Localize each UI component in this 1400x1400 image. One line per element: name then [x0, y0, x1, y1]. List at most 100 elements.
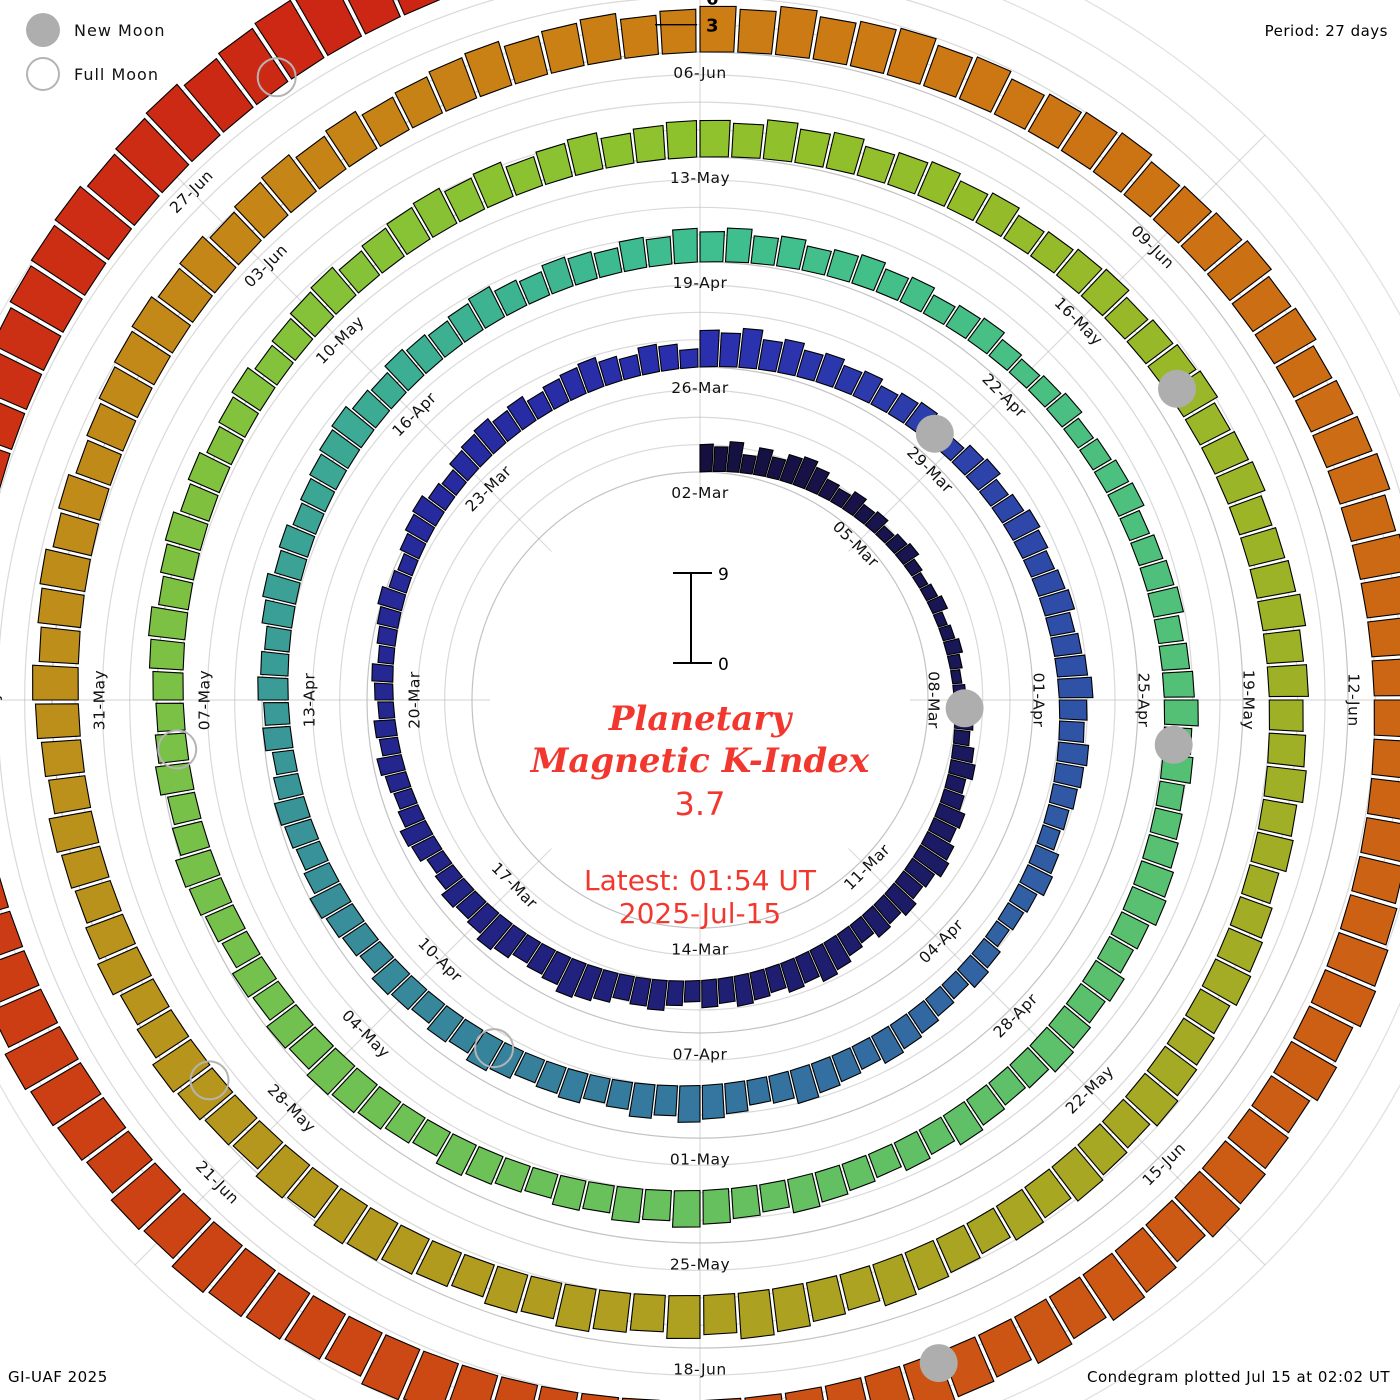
k-index-bar: [1126, 319, 1174, 365]
k-index-bar: [1267, 732, 1307, 768]
k-index-bar: [450, 1253, 496, 1298]
k-index-bar: [841, 1154, 876, 1192]
spiral-date-label: 31-May: [90, 670, 108, 730]
k-index-bar: [971, 937, 1001, 969]
k-index-bar: [412, 495, 445, 527]
k-index-bar: [434, 863, 464, 891]
k-index-bar: [833, 364, 863, 396]
k-index-bar: [119, 978, 170, 1026]
k-index-bar: [505, 155, 544, 196]
k-index-bar: [209, 211, 262, 266]
k-index-bar: [1206, 239, 1273, 302]
turn-bar-group: [148, 119, 1199, 1228]
k-index-bar: [58, 473, 110, 521]
k-index-bar: [288, 1026, 335, 1070]
full-moon-marker: [474, 1028, 515, 1069]
k-index-bar: [600, 132, 635, 169]
k-index-bar: [206, 425, 245, 466]
k-index-bar: [1123, 161, 1181, 218]
k-index-bar: [377, 701, 396, 720]
k-index-bar: [717, 976, 736, 1005]
k-index-bar: [260, 650, 290, 677]
k-index-bar: [274, 549, 308, 582]
k-index-bar: [852, 370, 884, 404]
k-index-bar: [666, 1294, 701, 1339]
k-index-bar: [912, 844, 950, 878]
k-index-bar: [699, 5, 737, 53]
k-index-bar: [1002, 214, 1045, 255]
k-index-bar: [271, 317, 314, 362]
k-index-bar: [851, 253, 887, 292]
k-index-bar: [310, 266, 357, 316]
k-index-bar: [618, 236, 648, 273]
k-index-bar: [904, 1239, 950, 1291]
k-index-bar: [4, 1025, 79, 1091]
k-index-bar: [204, 904, 246, 943]
k-index-bar: [637, 343, 661, 376]
k-index-bar: [443, 177, 486, 223]
full-moon-marker: [256, 57, 297, 98]
k-index-bar: [577, 356, 605, 394]
k-index-bar: [671, 1189, 701, 1228]
k-index-bar: [1077, 1123, 1128, 1176]
k-index-bar: [1250, 831, 1294, 873]
k-index-bar: [619, 14, 660, 59]
k-index-bar: [494, 1157, 531, 1193]
k-index-bar: [278, 524, 316, 558]
k-index-bar: [518, 270, 551, 305]
k-index-bar: [1254, 307, 1317, 365]
k-index-bar: [0, 988, 59, 1048]
k-index-bar: [384, 770, 412, 794]
k-index-bar: [886, 27, 937, 85]
spiral-date-label: 19-May: [1239, 670, 1257, 730]
k-index-bar: [1146, 1045, 1198, 1097]
k-index-bar: [559, 366, 587, 402]
k-index-bar: [85, 1130, 153, 1194]
k-index-bar: [629, 1293, 666, 1333]
k-index-bar: [266, 1003, 314, 1049]
k-index-bar: [702, 1188, 732, 1225]
k-index-bar: [318, 429, 361, 470]
k-index-bar: [677, 1084, 701, 1123]
k-index-bar: [503, 35, 549, 85]
k-index-bar: [1043, 803, 1070, 831]
k-index-bar: [30, 1062, 102, 1127]
k-index-bar: [1263, 765, 1307, 804]
k-index-bar: [113, 330, 172, 386]
k-index-bar: [699, 443, 714, 473]
k-index-bar: [98, 366, 153, 419]
k-index-bar: [0, 876, 10, 911]
k-index-bar: [988, 338, 1023, 372]
k-index-bar: [1051, 1146, 1104, 1202]
k-index-bar: [1056, 741, 1090, 767]
k-index-bar: [1013, 1298, 1073, 1365]
k-index-bar: [378, 736, 402, 757]
k-index-bar: [950, 744, 975, 764]
k-index-bar: [1155, 780, 1185, 812]
k-index-bar: [658, 343, 680, 372]
k-index-bar: [155, 702, 186, 733]
k-index-bar: [154, 732, 190, 764]
k-index-bar: [376, 605, 402, 630]
k-index-bar: [605, 1078, 634, 1111]
k-index-bar: [218, 396, 260, 439]
k-index-bar: [939, 788, 965, 811]
k-index-bar: [399, 532, 427, 560]
k-index-bar: [555, 1283, 597, 1333]
k-index-bar: [1163, 699, 1199, 727]
k-index-bar: [183, 57, 254, 133]
k-index-bar: [426, 1005, 465, 1043]
k-index-bar: [941, 970, 970, 1000]
k-index-bar: [397, 0, 441, 16]
k-index-bar: [494, 1376, 539, 1400]
k-index-bar: [917, 160, 962, 208]
k-index-bar: [467, 285, 506, 330]
k-index-bar: [779, 453, 804, 485]
k-index-bar: [794, 950, 820, 984]
k-index-bar: [449, 449, 480, 482]
k-index-bar: [580, 1392, 620, 1400]
k-index-bar: [295, 840, 329, 871]
k-index-bar: [254, 344, 294, 386]
k-index-bar: [1249, 559, 1297, 599]
k-index-bar: [179, 235, 237, 294]
